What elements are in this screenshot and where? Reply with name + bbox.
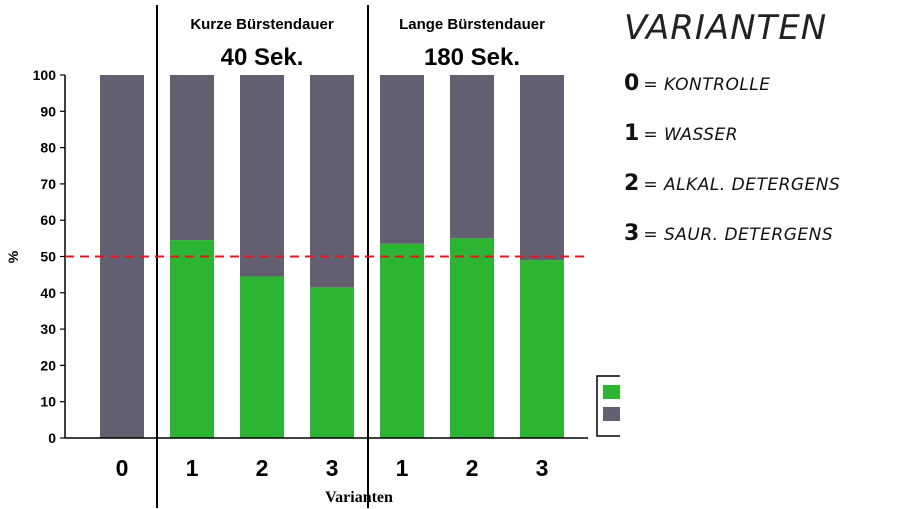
y-tick-label: 20 — [40, 357, 56, 373]
variant-item-3: 3 = SAUR. DETERGENS — [624, 216, 924, 252]
variants-legend: VARIANTEN 0 = KONTROLLE 1 = WASSER 2 = ALKA… — [624, 4, 924, 252]
y-axis-label: % — [5, 250, 21, 263]
bar-mit-wh-5 — [450, 75, 494, 239]
stacked-bar-chart: 0 10 20 30 40 50 60 70 80 90 100 0 1 2 3 1 2 3 Varianten% K… — [5, 5, 620, 508]
group-title-0: Kurze Bürstendauer — [190, 16, 334, 33]
bar-ohne-wh-2 — [240, 276, 284, 438]
variant-number: 0 — [624, 71, 640, 96]
variant-label: = KONTROLLE — [643, 75, 771, 95]
variants-title: VARIANTEN — [624, 8, 828, 48]
y-tick-label: 90 — [40, 103, 56, 119]
bar-mit-wh-3 — [310, 75, 354, 288]
x-axis-label: Varianten — [325, 489, 393, 506]
bar-ohne-wh-1 — [170, 240, 214, 438]
legend-swatch-0 — [603, 385, 620, 399]
variant-number: 2 — [624, 171, 640, 196]
variant-label: = SAUR. DETERGENS — [643, 225, 834, 245]
bar-ohne-wh-5 — [450, 238, 494, 438]
group-subtitle-1: 180 Sek. — [424, 44, 520, 71]
bar-ohne-wh-4 — [380, 243, 424, 438]
group-subtitle-0: 40 Sek. — [221, 44, 304, 71]
bar-mit-wh-0 — [100, 75, 144, 438]
x-tick-label: 3 — [536, 455, 549, 481]
variant-label: = WASSER — [643, 125, 739, 145]
variant-number: 1 — [624, 121, 640, 146]
variant-item-2: 2 = ALKAL. DETERGENS — [624, 166, 924, 202]
x-tick-label: 2 — [256, 455, 269, 481]
x-tick-label: 1 — [186, 455, 199, 481]
bar-ohne-wh-6 — [520, 260, 564, 438]
x-tick-label: 2 — [466, 455, 479, 481]
x-tick-label: 1 — [396, 455, 409, 481]
y-tick-label: 40 — [40, 285, 56, 301]
variant-number: 3 — [624, 221, 640, 246]
y-tick-label: 60 — [40, 212, 56, 228]
variant-item-1: 1 = WASSER — [624, 116, 924, 152]
bar-ohne-wh-3 — [310, 287, 354, 438]
x-tick-label: 0 — [116, 455, 129, 481]
bar-mit-wh-2 — [240, 75, 284, 277]
y-tick-label: 50 — [40, 249, 56, 265]
y-tick-label: 0 — [48, 430, 56, 446]
y-tick-label: 100 — [33, 67, 57, 83]
bar-mit-wh-1 — [170, 75, 214, 241]
y-tick-label: 10 — [40, 394, 56, 410]
bar-mit-wh-6 — [520, 75, 564, 261]
y-tick-label: 30 — [40, 321, 56, 337]
y-tick-label: 80 — [40, 140, 56, 156]
bar-mit-wh-4 — [380, 75, 424, 244]
variant-label: = ALKAL. DETERGENS — [643, 175, 841, 195]
x-tick-label: 3 — [326, 455, 339, 481]
legend-swatch-1 — [603, 407, 620, 421]
y-tick-label: 70 — [40, 176, 56, 192]
variant-item-0: 0 = KONTROLLE — [624, 66, 924, 102]
group-title-1: Lange Bürstendauer — [399, 16, 545, 33]
